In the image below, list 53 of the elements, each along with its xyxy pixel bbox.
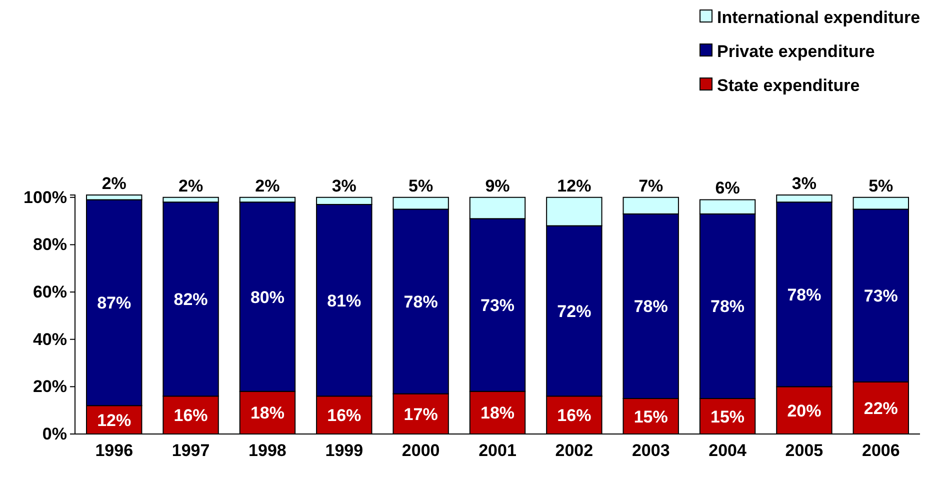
data-label: 22% (864, 398, 898, 418)
data-label: 15% (634, 407, 668, 426)
y-tick-label: 100% (24, 188, 67, 207)
data-label: 5% (408, 176, 434, 196)
data-label: 2% (178, 176, 204, 196)
legend-label: State expenditure (717, 76, 860, 95)
data-label: 5% (868, 176, 894, 196)
data-label: 6% (715, 178, 740, 198)
data-label: 72% (557, 302, 592, 321)
x-tick-label: 2003 (632, 441, 670, 460)
data-label: 81% (327, 291, 362, 310)
x-tick-label: 2000 (402, 441, 440, 460)
x-tick-label: 2002 (555, 441, 594, 460)
data-label: 87% (97, 294, 132, 313)
data-label: 80% (250, 288, 284, 307)
y-tick-label: 80% (32, 235, 67, 254)
data-label: 9% (485, 176, 510, 196)
data-label: 73% (480, 296, 515, 316)
data-label: 12% (557, 176, 592, 196)
data-label: 3% (792, 174, 817, 193)
data-label: 2% (255, 176, 280, 196)
data-label: 78% (787, 285, 822, 304)
data-label: 16% (327, 406, 362, 426)
x-tick-label: 2006 (862, 441, 900, 460)
data-label: 16% (174, 406, 208, 426)
x-tick-label: 2001 (478, 441, 516, 460)
data-label: 16% (557, 406, 592, 426)
data-label: 17% (404, 404, 438, 424)
data-label: 3% (332, 176, 356, 196)
data-label: 20% (787, 401, 822, 420)
data-label: 78% (634, 297, 668, 316)
data-label: 12% (97, 410, 132, 430)
data-label: 78% (710, 297, 745, 316)
x-tick-label: 1998 (248, 441, 286, 460)
y-tick-label: 20% (32, 377, 67, 396)
data-label: 18% (480, 404, 515, 423)
data-label: 7% (638, 176, 664, 196)
data-label: 15% (710, 407, 745, 426)
data-label: 78% (404, 292, 438, 312)
y-tick-label: 40% (32, 330, 67, 349)
data-label: 73% (864, 286, 898, 306)
x-tick-label: 1999 (325, 441, 364, 460)
x-tick-label: 1997 (172, 441, 210, 460)
x-tick-label: 2005 (785, 441, 824, 460)
x-tick-label: 2004 (708, 441, 747, 460)
data-label: 82% (174, 290, 208, 310)
data-label: 18% (250, 404, 284, 423)
legend-label: International expenditure (717, 8, 920, 27)
y-tick-label: 0% (42, 424, 67, 444)
x-tick-label: 1996 (95, 441, 134, 460)
data-label: 2% (102, 174, 126, 193)
legend-label: Private expenditure (717, 42, 875, 61)
y-tick-label: 60% (32, 282, 67, 302)
